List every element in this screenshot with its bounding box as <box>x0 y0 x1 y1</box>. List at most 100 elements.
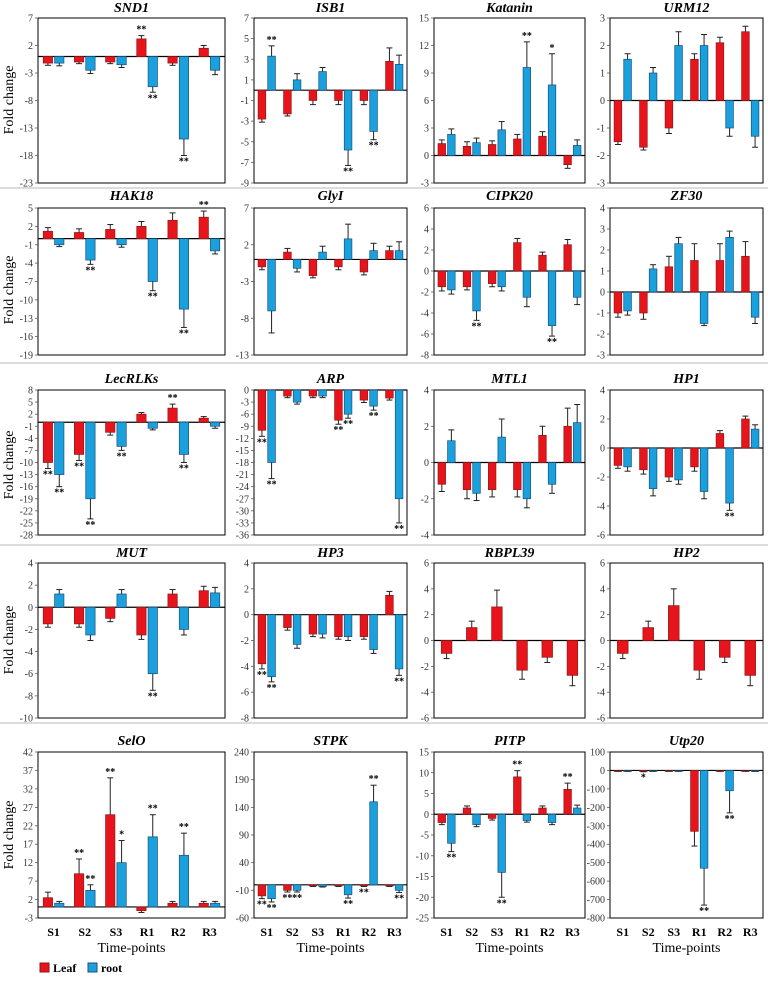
chart-title: SND1 <box>114 1 149 16</box>
significance-mark: ** <box>148 93 158 104</box>
bar-leaf <box>513 138 522 156</box>
significance-mark: ** <box>547 337 557 348</box>
significance-mark: ** <box>148 804 158 815</box>
significance-mark: ** <box>105 767 115 778</box>
bar-root <box>369 89 378 132</box>
significance-mark: ** <box>117 451 127 462</box>
y-tick-label: 3 <box>600 225 605 236</box>
y-tick-label: -36 <box>236 531 249 542</box>
bar-leaf <box>74 232 85 239</box>
bar-leaf <box>513 462 522 491</box>
bar-root <box>85 606 96 636</box>
bar-leaf <box>359 89 369 101</box>
y-tick-label: -10 <box>20 714 33 725</box>
chart-title: ARP <box>316 372 345 387</box>
significance-mark: ** <box>74 848 84 859</box>
bar-root <box>210 238 221 252</box>
bar-root <box>497 436 506 463</box>
bar-root <box>547 813 557 823</box>
bar-leaf <box>491 606 503 641</box>
bar-root <box>547 462 557 485</box>
bar-leaf <box>741 418 750 449</box>
bar-leaf <box>437 143 446 156</box>
y-tick-label: -300 <box>587 821 605 832</box>
legend-label-leaf: Leaf <box>53 961 77 975</box>
y-tick-label: 2 <box>28 410 33 421</box>
significance-mark: ** <box>725 814 735 825</box>
y-tick-label: 0 <box>600 636 605 647</box>
y-tick-label: 240 <box>234 748 249 759</box>
bar-leaf <box>105 814 116 908</box>
chart-panel-glyi: GlyI 7 2 -3 -8 -13 <box>236 189 408 362</box>
plot-frame <box>37 389 226 536</box>
bar-root <box>750 428 760 449</box>
y-tick-label: 2 <box>244 240 249 251</box>
bar-root <box>116 238 127 246</box>
y-tick-label: -7 <box>25 446 33 457</box>
y-tick-label: 22 <box>23 821 33 832</box>
bar-leaf <box>105 56 116 63</box>
bar-root <box>497 813 506 873</box>
bar-root <box>369 801 378 886</box>
chart-title: HP3 <box>316 546 343 561</box>
bar-leaf <box>198 216 209 239</box>
plot-frame <box>253 389 408 536</box>
bar-root <box>623 447 632 468</box>
chart-panel-utp20: Utp20 100 0 -100 -200 -300 -400 -500 -600 -700 -80… <box>587 734 764 956</box>
bar-leaf <box>513 776 522 815</box>
bar-root <box>750 100 760 137</box>
bar-root <box>292 259 302 269</box>
bar-leaf <box>42 56 53 64</box>
bar-root <box>394 884 404 891</box>
significance-mark: ** <box>148 691 158 702</box>
bar-leaf <box>136 606 147 636</box>
bar-leaf <box>198 47 209 57</box>
y-tick-label: -22 <box>20 506 33 517</box>
bar-root <box>318 251 327 260</box>
significance-mark: ** <box>563 772 573 783</box>
plot-frame <box>433 207 586 356</box>
x-axis-label: Time-points <box>653 941 721 956</box>
x-axis-label: Time-points <box>476 941 544 956</box>
bar-leaf <box>334 884 343 887</box>
y-axis-label: Fold change <box>2 431 17 500</box>
x-tick-label: S2 <box>286 925 299 939</box>
bar-root <box>292 884 302 891</box>
bar-leaf <box>283 251 292 260</box>
y-tick-label: -4 <box>597 688 605 699</box>
bar-leaf <box>334 259 343 268</box>
bar-root <box>54 421 65 475</box>
x-tick-label: S2 <box>465 925 478 939</box>
bar-leaf <box>563 788 572 815</box>
y-tick-label: 2 <box>28 895 33 906</box>
y-tick-label: -2 <box>421 494 429 505</box>
plot-frame <box>609 751 764 919</box>
y-tick-label: 9 <box>424 69 429 80</box>
y-tick-label: 2 <box>600 41 605 52</box>
y-tick-label: 2 <box>424 246 429 257</box>
bar-root <box>369 614 378 650</box>
y-tick-label: 27 <box>23 803 33 814</box>
y-tick-label: -3 <box>241 277 249 288</box>
plot-frame <box>609 389 764 536</box>
significance-mark: ** <box>446 853 456 864</box>
x-axis-label: Time-points <box>297 941 365 956</box>
significance-mark: ** <box>257 670 267 681</box>
y-tick-label: -2 <box>597 330 605 341</box>
bar-root <box>85 421 96 500</box>
bar-root <box>178 854 189 908</box>
y-tick-label: -200 <box>587 803 605 814</box>
y-tick-label: 2 <box>600 610 605 621</box>
y-axis-label: Fold change <box>2 66 17 135</box>
y-tick-label: 140 <box>234 803 249 814</box>
bar-leaf <box>693 640 705 671</box>
y-tick-label: -13 <box>20 470 33 481</box>
chart-panel-hp2: HP2 6 4 2 0 -2 -4 -6 <box>597 546 764 725</box>
y-tick-label: 2 <box>28 41 33 52</box>
bar-leaf <box>385 884 394 887</box>
bar-leaf <box>488 813 497 819</box>
significance-mark: ** <box>267 35 277 46</box>
bar-root <box>343 614 353 637</box>
